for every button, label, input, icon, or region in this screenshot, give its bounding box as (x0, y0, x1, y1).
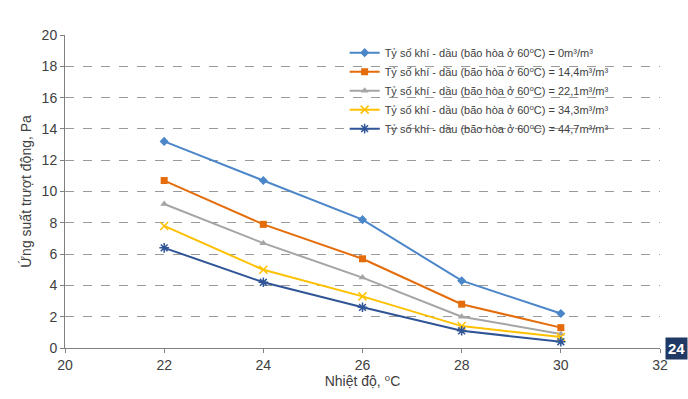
svg-text:20: 20 (57, 357, 73, 373)
svg-text:Ứng suất trượt động, Pa: Ứng suất trượt động, Pa (18, 115, 34, 268)
svg-text:Tỷ số khí - dầu (bão hòa ở 60⁰: Tỷ số khí - dầu (bão hòa ở 60⁰C) = 34,3m… (385, 104, 609, 116)
svg-text:32: 32 (652, 357, 668, 373)
svg-text:24: 24 (256, 357, 272, 373)
svg-text:24: 24 (668, 340, 685, 357)
svg-text:20: 20 (42, 27, 58, 43)
svg-text:18: 18 (42, 58, 58, 74)
svg-text:4: 4 (49, 277, 57, 293)
svg-text:Nhiệt độ, ⁰C: Nhiệt độ, ⁰C (325, 373, 401, 389)
svg-text:28: 28 (454, 357, 470, 373)
svg-text:6: 6 (49, 246, 57, 262)
svg-text:14: 14 (42, 121, 58, 137)
svg-text:8: 8 (49, 215, 57, 231)
svg-text:Tỷ số khí - dầu (bão hòa ở 60⁰: Tỷ số khí - dầu (bão hòa ở 60⁰C) = 14,4m… (385, 66, 609, 78)
svg-text:Tỷ số khí - dầu (bão hòa ở 60⁰: Tỷ số khí - dầu (bão hòa ở 60⁰C) = 44,7m… (385, 123, 609, 135)
svg-text:26: 26 (355, 357, 371, 373)
svg-text:22: 22 (156, 357, 172, 373)
svg-text:Tỷ số khí - dầu (bão hòa ở 60⁰: Tỷ số khí - dầu (bão hòa ở 60⁰C) = 0m³/m… (385, 47, 594, 59)
svg-text:16: 16 (42, 90, 58, 106)
svg-text:2: 2 (49, 309, 57, 325)
svg-text:30: 30 (553, 357, 569, 373)
svg-text:0: 0 (49, 340, 57, 356)
svg-text:10: 10 (42, 183, 58, 199)
svg-text:Tỷ số khí - dầu (bão hòa ở 60⁰: Tỷ số khí - dầu (bão hòa ở 60⁰C) = 22,1m… (385, 85, 609, 97)
svg-text:12: 12 (42, 152, 58, 168)
